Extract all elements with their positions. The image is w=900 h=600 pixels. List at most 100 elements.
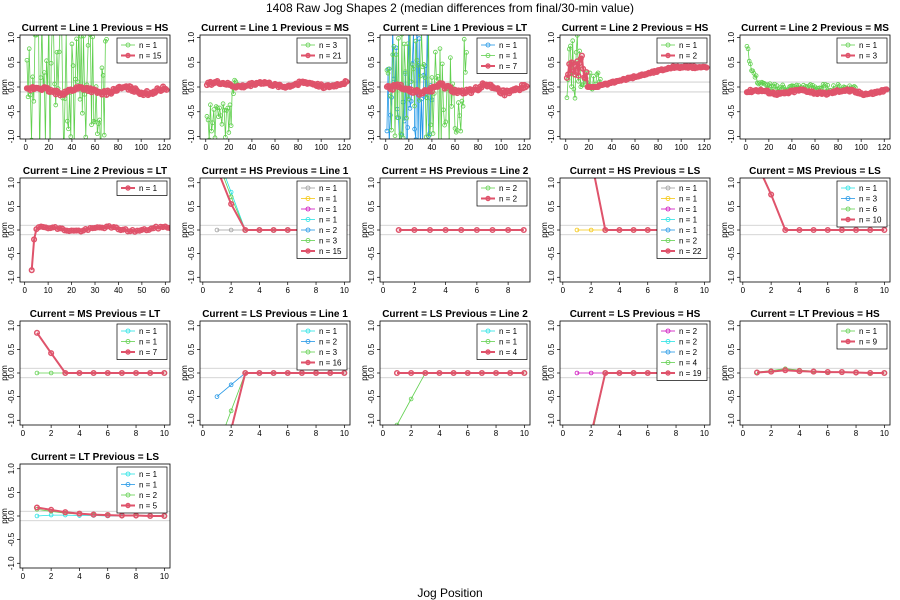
data-point <box>270 226 277 234</box>
data-point <box>38 157 42 161</box>
data-point <box>576 79 581 84</box>
data-point <box>782 226 789 234</box>
x-tick-label: 60 <box>451 143 460 152</box>
y-axis-label: ppm <box>540 222 549 238</box>
legend-label: n = 4 <box>499 348 518 357</box>
legend-marker <box>845 216 851 223</box>
x-tick-label: 6 <box>475 286 480 295</box>
data-point <box>99 65 105 71</box>
data-point <box>588 227 594 233</box>
y-axis-label: ppm <box>360 79 369 95</box>
data-point <box>415 15 419 19</box>
x-tick-label: 10 <box>700 286 709 295</box>
series-line <box>26 35 107 139</box>
y-tick-label: 1.0 <box>367 320 376 332</box>
legend-label: n = 3 <box>859 52 878 61</box>
data-point <box>312 369 320 377</box>
data-point <box>418 149 422 153</box>
panel-title: Current = LS Previous = Line 2 <box>382 309 528 320</box>
data-point <box>216 114 221 120</box>
data-point <box>756 81 761 87</box>
x-tick-label: 120 <box>698 143 712 152</box>
data-point <box>425 95 430 101</box>
legend: n = 1 n = 9 <box>836 323 888 350</box>
y-axis-label: ppm <box>540 79 549 95</box>
series-line <box>762 178 885 231</box>
x-tick-label: 60 <box>161 286 170 295</box>
data-point <box>437 145 441 149</box>
x-tick-label: 8 <box>854 286 859 295</box>
series-group <box>395 226 527 234</box>
data-point <box>66 126 71 132</box>
legend: n = 1n = 1n = 2n = 5 <box>116 466 168 514</box>
legend-marker <box>125 185 131 191</box>
y-tick-label: 0.0 <box>547 81 556 93</box>
data-point <box>768 191 775 198</box>
legend-marker <box>125 492 131 498</box>
data-point <box>242 226 249 234</box>
series-group <box>762 178 888 234</box>
data-point <box>408 98 414 104</box>
x-tick-label: 10 <box>700 429 709 438</box>
legend-marker <box>665 370 671 376</box>
data-point <box>104 36 109 42</box>
data-point <box>147 512 154 520</box>
data-point <box>88 35 93 38</box>
x-tick-label: 100 <box>674 143 688 152</box>
plot-frame <box>19 34 171 140</box>
x-tick-label: 0 <box>381 429 386 438</box>
legend-label: n = 3 <box>319 237 338 246</box>
y-tick-label: 1.0 <box>547 320 556 332</box>
data-point <box>228 408 234 414</box>
x-tick-label: 0 <box>22 286 27 295</box>
y-tick-label: 1.0 <box>727 177 736 189</box>
y-tick-label: -1.0 <box>727 129 736 143</box>
legend-label: n = 1 <box>679 205 698 214</box>
data-point <box>569 84 574 89</box>
y-tick-label: -1.0 <box>367 270 376 284</box>
legend-label: n = 2 <box>319 338 338 347</box>
data-point <box>54 49 60 55</box>
chart-panel: Current = Line 2 Previous = LT ppm -1.0 -0.… <box>0 166 171 295</box>
y-tick-label: 1.0 <box>727 320 736 332</box>
x-tick-label: 0 <box>741 429 746 438</box>
data-point <box>388 93 393 99</box>
legend-marker <box>845 338 851 345</box>
x-tick-label: 60 <box>91 143 100 152</box>
panel-title: Current = LS Previous = HS <box>570 309 701 320</box>
data-point <box>408 369 415 377</box>
data-point <box>571 86 577 92</box>
plot-frame <box>379 320 531 426</box>
data-point <box>327 369 334 377</box>
legend-label: n = 2 <box>679 237 698 246</box>
data-point <box>405 125 410 130</box>
data-point <box>411 66 416 72</box>
data-point <box>644 369 651 377</box>
legend-marker <box>305 238 311 243</box>
data-point <box>767 81 773 87</box>
series-group <box>23 35 170 161</box>
x-tick-label: 10 <box>520 429 529 438</box>
legend-label: n = 1 <box>139 41 158 50</box>
data-point <box>426 226 434 234</box>
plot-frame <box>559 177 711 283</box>
data-point <box>443 119 449 125</box>
data-point <box>132 369 140 377</box>
y-tick-label: -1.0 <box>727 270 736 284</box>
legend: n = 1 n = 3 <box>836 37 888 64</box>
x-tick-label: 10 <box>160 429 169 438</box>
data-point <box>463 70 468 75</box>
legend-marker <box>305 328 311 334</box>
x-tick-label: 80 <box>114 143 123 152</box>
y-tick-label: 1.0 <box>7 31 16 43</box>
y-tick-label: 1.0 <box>367 31 376 43</box>
legend-label: n = 3 <box>319 41 338 50</box>
data-point <box>577 55 584 62</box>
plot-frame <box>739 320 891 426</box>
panel-title: Current = Line 1 Previous = HS <box>22 23 169 34</box>
data-point <box>411 226 418 234</box>
data-point <box>386 66 392 72</box>
data-point <box>412 126 417 132</box>
data-point <box>796 226 803 234</box>
plot-frame <box>199 34 351 140</box>
